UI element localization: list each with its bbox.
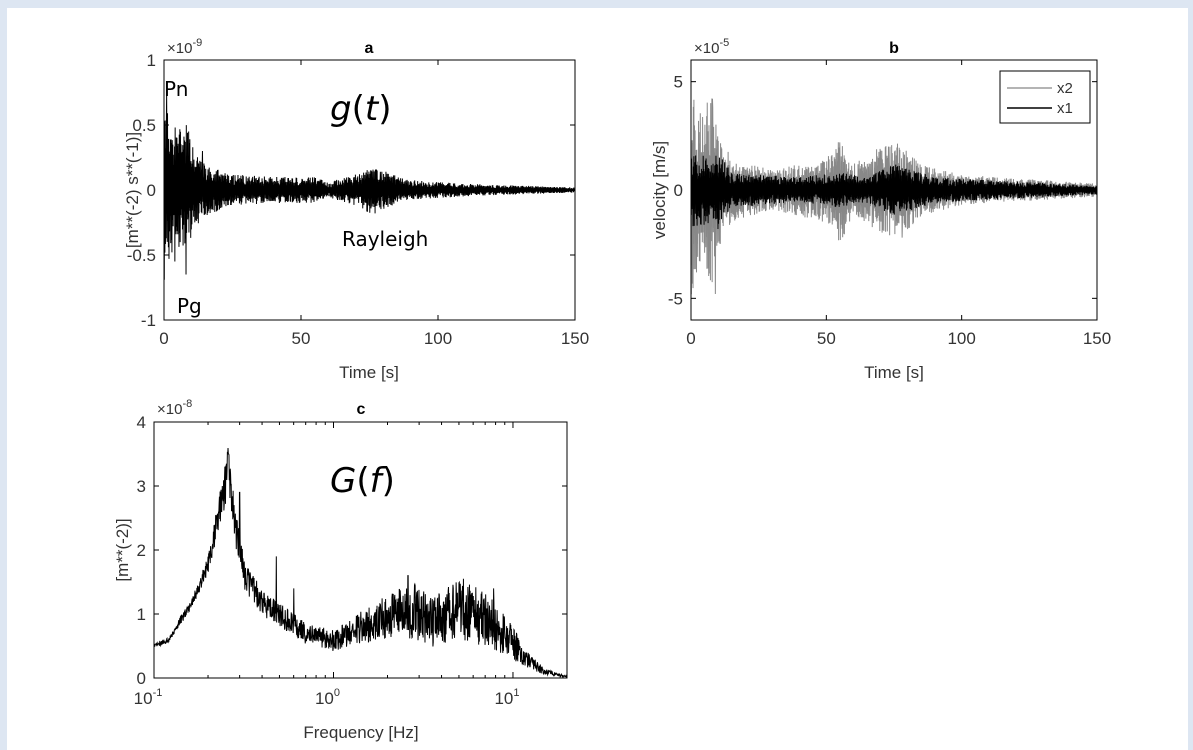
x-tick-label: 10-1	[134, 687, 163, 708]
panel-b-ylabel: velocity [m/s]	[650, 141, 669, 239]
panel-b-ticks: 0 50 100 150 -5 0 5	[668, 60, 1111, 348]
x-tick-label: 100	[947, 329, 975, 348]
annotation-G-of-f: G(f)	[330, 461, 395, 501]
figure-svg: 0 50 100 150-1-0.500.51 a Time [s] [m**(-2)…	[113, 37, 1111, 742]
panel-a-multiplier: ×10-9	[167, 37, 202, 57]
y-tick-label: -1	[141, 311, 156, 330]
y-tick-label: 5	[674, 73, 683, 92]
y-tick-label: 2	[137, 541, 146, 560]
y-tick-label: -0.5	[127, 246, 156, 265]
y-tick-label: 1	[137, 605, 146, 624]
panel-b-xlabel: Time [s]	[864, 363, 924, 382]
panel-c-trace	[153, 448, 568, 679]
annotation-pg: Pg	[177, 294, 202, 318]
panel-c-xlabel: Frequency [Hz]	[303, 723, 418, 742]
x-tick-label: 0	[686, 329, 695, 348]
x-tick-label: 50	[817, 329, 836, 348]
panel-c-title: c	[357, 401, 366, 418]
annotation-rayleigh: Rayleigh	[342, 227, 428, 251]
panel-a-trace	[163, 92, 576, 280]
panel-b-trace-x1	[690, 155, 1098, 230]
x-tick-label: 50	[292, 329, 311, 348]
legend-box	[999, 70, 1091, 124]
figure-canvas: 0 50 100 150 -1 -0.5 0 0.5 1 a Time [s] [m**(-2)…	[7, 8, 1188, 750]
y-tick-label: 4	[137, 413, 146, 432]
y-tick-label: -5	[668, 289, 683, 308]
y-tick-label: 0	[137, 669, 146, 688]
x-tick-label: 100	[315, 687, 340, 708]
panel-b: 0 50 100 150-505 b Time [s] velocity [m/s] …	[650, 37, 1111, 382]
x-tick-label: 0	[159, 329, 168, 348]
panel-b-legend: x2 x1	[999, 70, 1091, 124]
legend-label-x2: x2	[1057, 80, 1073, 97]
panel-a-ylabel: [m**(-2) s**(-1)]	[123, 132, 142, 248]
y-tick-label: 0	[674, 181, 683, 200]
x-tick-label: 150	[1083, 329, 1111, 348]
y-tick-label: 0	[147, 181, 156, 200]
x-tick-label: 100	[424, 329, 452, 348]
annotation-pn: Pn	[164, 77, 188, 101]
panel-b-title: b	[889, 40, 899, 57]
panel-c-multiplier: ×10-8	[157, 398, 192, 418]
x-tick-label: 101	[494, 687, 519, 708]
panel-a-xlabel: Time [s]	[339, 363, 399, 382]
legend-label-x1: x1	[1057, 100, 1073, 117]
panel-c-ylabel: [m**(-2)]	[113, 518, 132, 581]
x-tick-label: 150	[561, 329, 589, 348]
panel-b-multiplier: ×10-5	[694, 37, 729, 57]
y-tick-label: 1	[147, 51, 156, 70]
panel-a-ticks: 0 50 100 150 -1 -0.5 0 0.5 1	[127, 51, 589, 348]
panel-a: 0 50 100 150 -1 -0.5 0 0.5 1 a Time [s] [m**(-2)…	[123, 37, 589, 382]
panel-a-title: a	[365, 40, 374, 57]
y-tick-label: 0.5	[132, 116, 156, 135]
annotation-g-of-t: g(t)	[330, 89, 391, 129]
y-tick-label: 3	[137, 477, 146, 496]
